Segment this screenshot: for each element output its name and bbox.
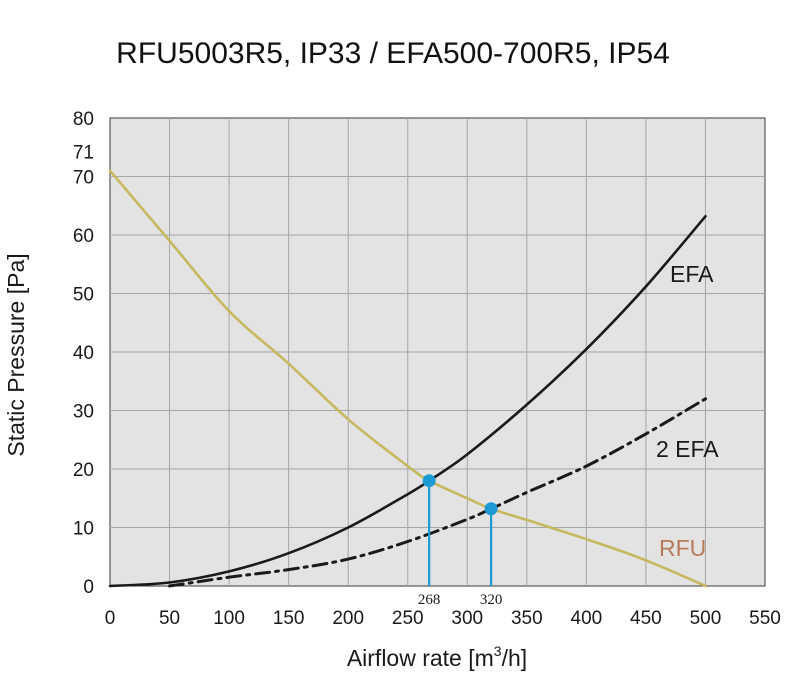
x-axis-title: Airflow rate [m3/h] — [347, 643, 527, 671]
y-tick-label: 40 — [73, 343, 94, 364]
operating-points: 268 320 — [418, 474, 502, 608]
x-tick-label: 250 — [392, 608, 424, 629]
y-tick-label: 60 — [73, 226, 94, 247]
x-tick-label: 400 — [571, 608, 603, 629]
y-axis-ticks: 0 10 20 30 40 50 60 70 80 71 — [73, 109, 94, 598]
y-tick-label: 20 — [73, 460, 94, 481]
y-tick-label: 0 — [83, 577, 94, 598]
x-tick-label: 200 — [332, 608, 364, 629]
x-tick-label: 500 — [690, 608, 722, 629]
x-axis-ticks: 0 50 100 150 200 250 300 350 400 450 500 550 — [105, 608, 781, 629]
operating-point-dot — [484, 502, 498, 516]
chart-title: RFU5003R5, IP33 / EFA500-700R5, IP54 — [116, 37, 670, 70]
x-tick-label: 50 — [159, 608, 180, 629]
operating-point-dot — [422, 474, 436, 488]
x-tick-label: 550 — [749, 608, 781, 629]
series-label-2-efa: 2 EFA — [656, 436, 719, 462]
y-tick-label: 50 — [73, 285, 94, 306]
y-tick-label-extra: 71 — [73, 143, 94, 164]
x-tick-label: 450 — [630, 608, 662, 629]
x-tick-label: 100 — [213, 608, 245, 629]
y-tick-label: 70 — [73, 168, 94, 189]
x-tick-label: 350 — [511, 608, 543, 629]
operating-point-label: 268 — [418, 592, 441, 608]
operating-point-label: 320 — [480, 592, 503, 608]
series-line-2-efa — [168, 397, 707, 588]
series-line-rfu — [108, 169, 707, 588]
x-tick-label: 150 — [273, 608, 305, 629]
x-tick-label: 300 — [451, 608, 483, 629]
x-tick-label: 0 — [105, 608, 116, 629]
grid-lines — [110, 118, 765, 586]
series-label-efa: EFA — [670, 261, 714, 287]
y-tick-label: 30 — [73, 402, 94, 423]
y-tick-label: 80 — [73, 109, 94, 130]
y-tick-label: 10 — [73, 519, 94, 540]
series-label-rfu: RFU — [659, 535, 706, 561]
y-axis-title: Static Pressure [Pa] — [3, 253, 29, 456]
